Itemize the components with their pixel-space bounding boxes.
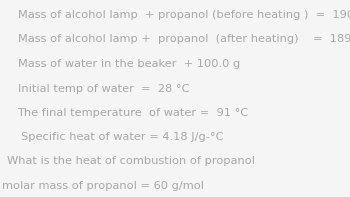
Text: Specific heat of water = 4.18 J/g-°C: Specific heat of water = 4.18 J/g-°C [21, 132, 224, 142]
Text: Mass of water in the beaker  + 100.0 g: Mass of water in the beaker + 100.0 g [18, 59, 240, 69]
Text: What is the heat of combustion of propanol: What is the heat of combustion of propan… [7, 156, 255, 166]
Text: Mass of alcohol lamp +  propanol  (after heating)    =  189.74 g: Mass of alcohol lamp + propanol (after h… [18, 34, 350, 44]
Text: Mass of alcohol lamp  + propanol (before heating )  =  190.5 g: Mass of alcohol lamp + propanol (before … [18, 10, 350, 20]
Text: molar mass of propanol = 60 g/mol: molar mass of propanol = 60 g/mol [2, 181, 204, 191]
Text: Initial temp of water  =  28 °C: Initial temp of water = 28 °C [18, 84, 189, 94]
Text: The final temperature  of water =  91 °C: The final temperature of water = 91 °C [18, 108, 249, 118]
